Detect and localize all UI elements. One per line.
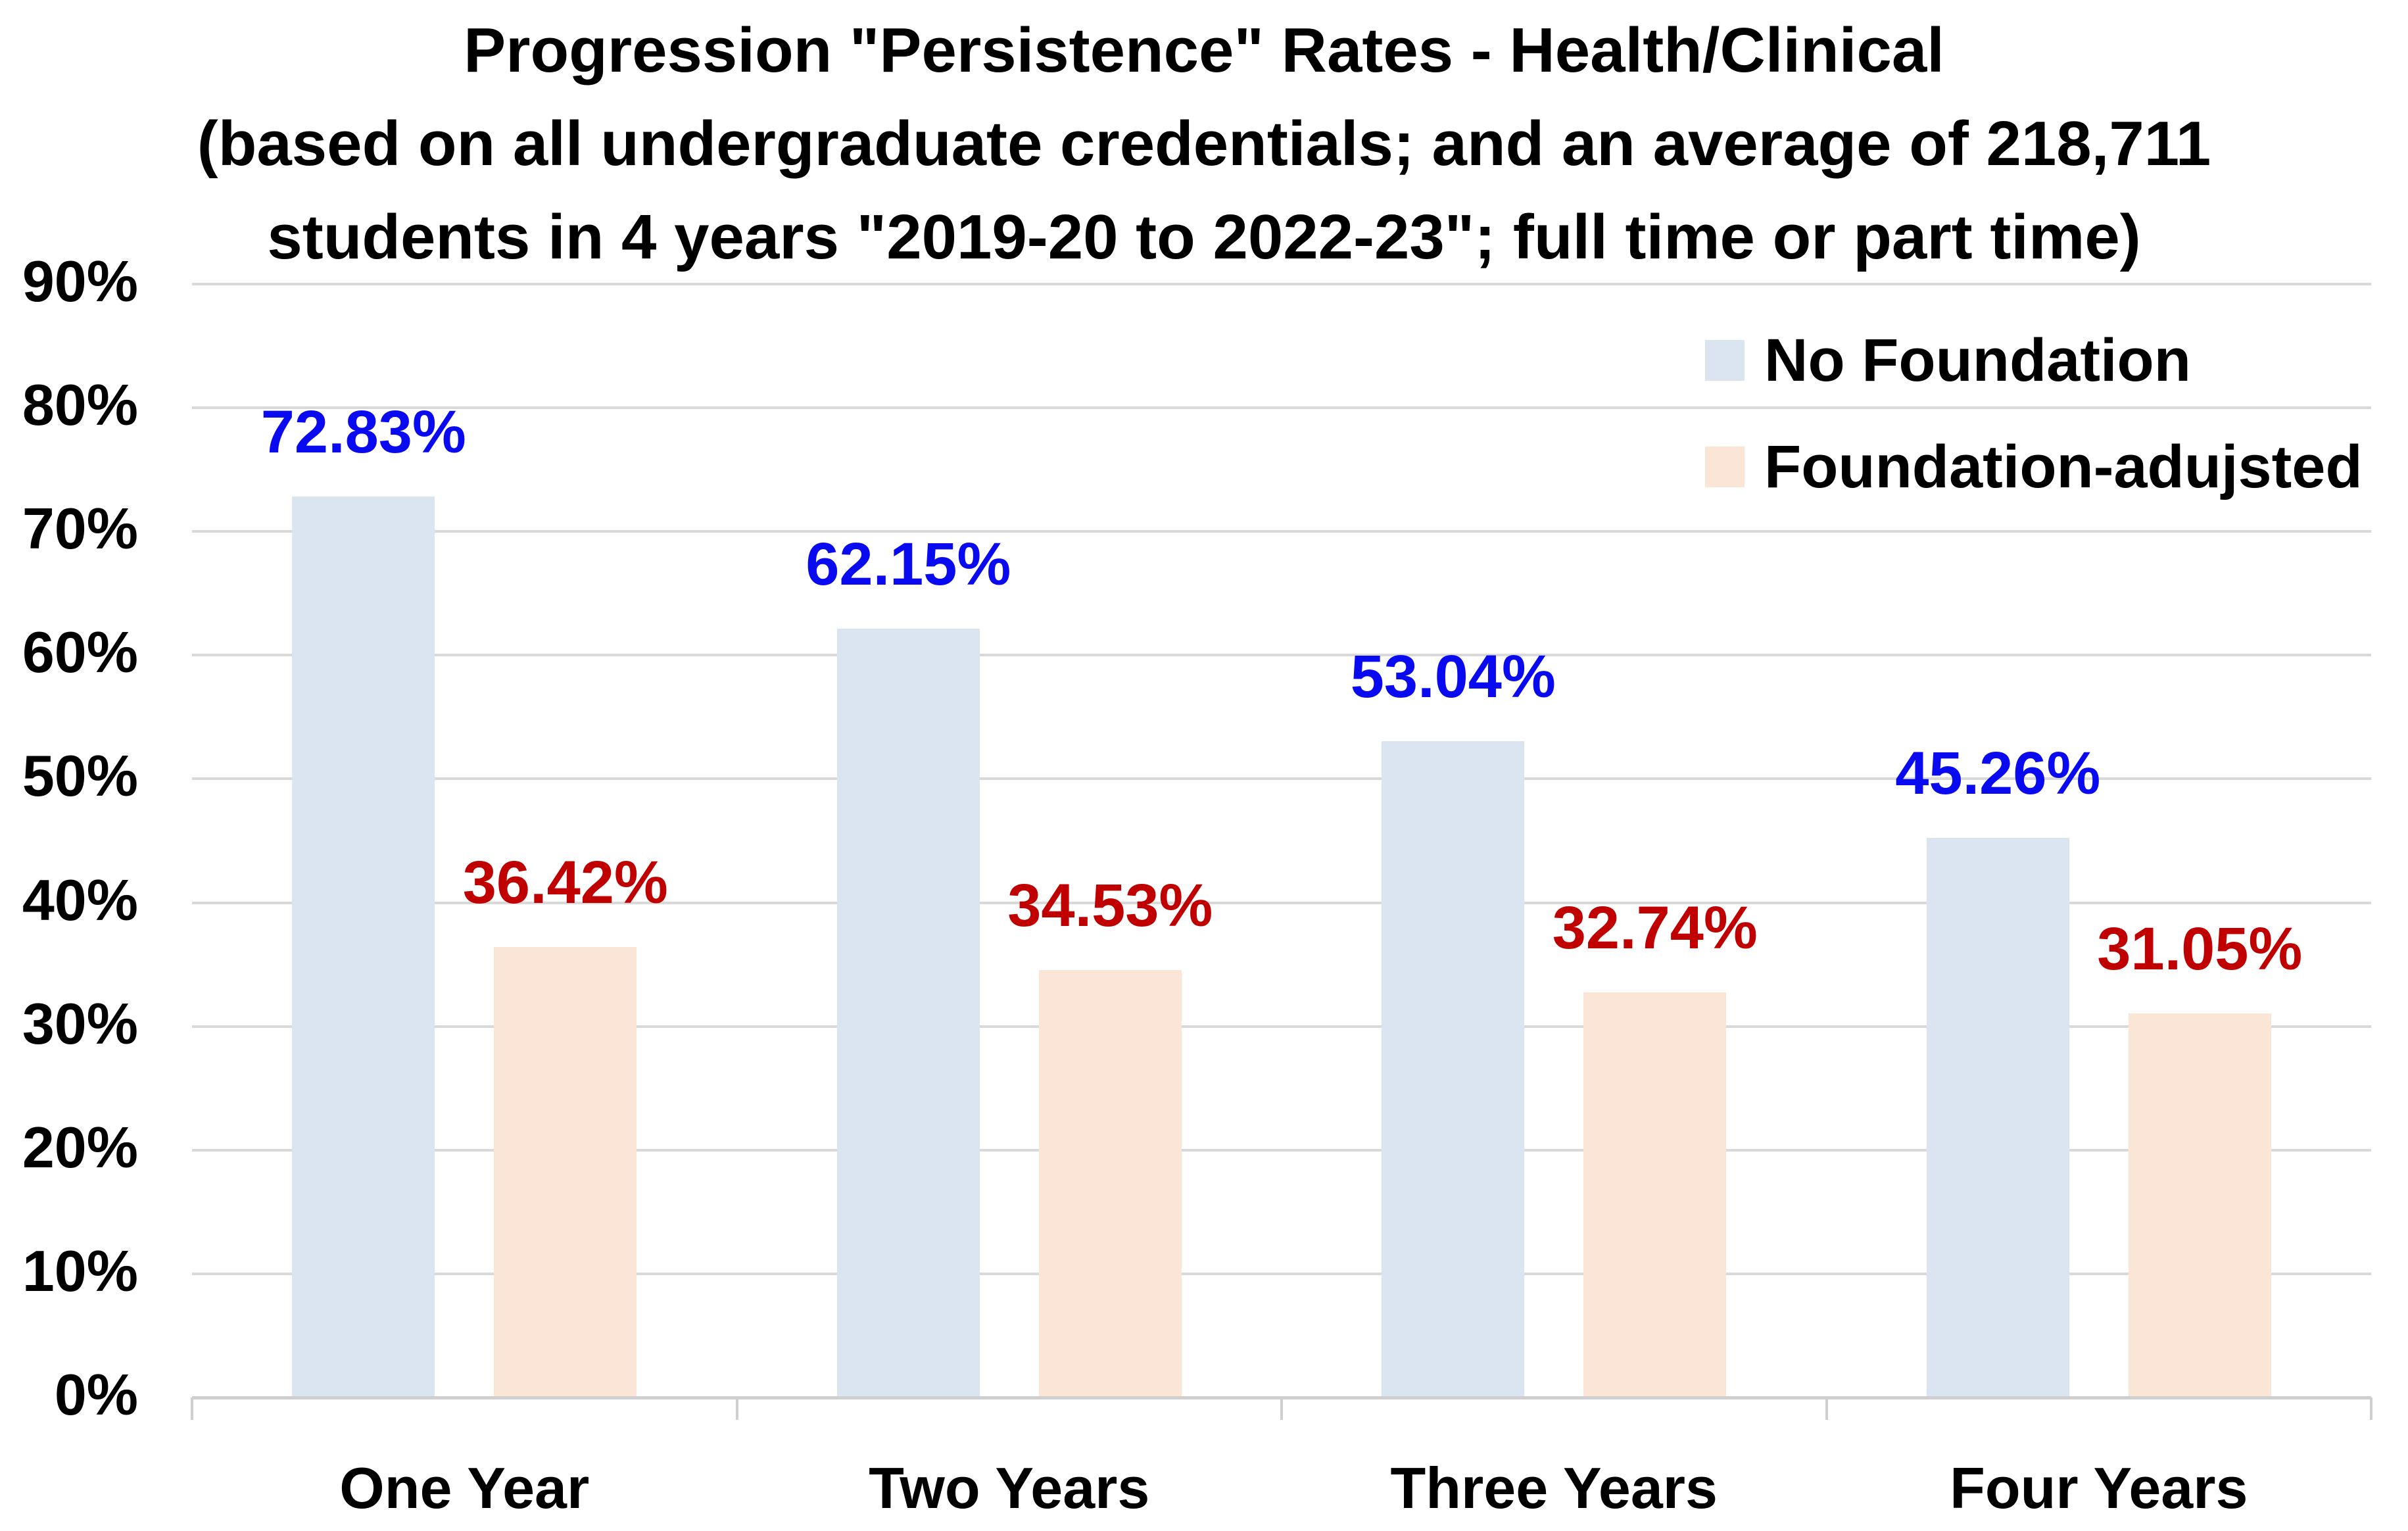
legend-label-no-foundation: No Foundation (1764, 327, 2191, 394)
legend-item-foundation-adjusted: Foundation-adujsted (1705, 435, 2363, 498)
y-tick-label-40: 40% (22, 867, 138, 933)
bar-no-foundation-two-years (836, 628, 980, 1397)
chart-title-line-2: (based on all undergraduate credentials;… (197, 109, 2211, 179)
legend-label-foundation-adjusted: Foundation-adujsted (1764, 433, 2363, 500)
y-tick-label-90: 90% (22, 248, 138, 314)
legend: No Foundation Foundation-adujsted (1705, 329, 2363, 542)
x-category-label-one-year: One Year (339, 1455, 590, 1520)
x-category-label-two-years: Two Years (869, 1455, 1150, 1520)
legend-swatch-foundation-adjusted (1705, 447, 1745, 487)
gridline-70 (192, 530, 2371, 533)
gridline-40 (192, 901, 2371, 904)
gridline-60 (192, 654, 2371, 657)
x-category-label-three-years: Three Years (1390, 1455, 1718, 1520)
x-axis-tick-1 (735, 1397, 738, 1420)
value-label-two-years-series-0: 62.15% (806, 530, 1011, 598)
gridline-10 (192, 1272, 2371, 1275)
y-tick-label-50: 50% (22, 743, 138, 809)
x-axis-tick-3 (1825, 1397, 1828, 1420)
value-label-one-year-series-0: 72.83% (260, 399, 466, 466)
gridline-30 (192, 1025, 2371, 1028)
gridline-50 (192, 777, 2371, 781)
chart-title-line-3: students in 4 years "2019-20 to 2022-23"… (267, 202, 2141, 272)
x-category-label-four-years: Four Years (1950, 1455, 2248, 1520)
x-axis-tick-4 (2370, 1397, 2372, 1420)
y-tick-label-20: 20% (22, 1114, 138, 1180)
gridline-80 (192, 406, 2371, 410)
y-tick-label-70: 70% (22, 496, 138, 562)
gridline-90 (192, 283, 2371, 285)
y-tick-label-0: 0% (54, 1361, 138, 1427)
y-tick-label-10: 10% (22, 1238, 138, 1303)
bar-foundation-adujsted-two-years (1038, 970, 1182, 1397)
bar-no-foundation-four-years (1926, 837, 2069, 1397)
value-label-two-years-series-1: 34.53% (1007, 872, 1213, 940)
bar-no-foundation-one-year (292, 496, 435, 1397)
y-tick-label-80: 80% (22, 372, 138, 438)
value-label-three-years-series-0: 53.04% (1350, 643, 1556, 711)
chart-title: Progression "Persistence" Rates - Health… (0, 4, 2408, 284)
bar-foundation-adujsted-four-years (2128, 1013, 2271, 1397)
y-tick-label-60: 60% (22, 620, 138, 685)
gridline-20 (192, 1148, 2371, 1152)
bar-no-foundation-three-years (1382, 741, 1525, 1397)
bar-foundation-adujsted-one-year (494, 946, 637, 1397)
value-label-four-years-series-0: 45.26% (1895, 739, 2101, 807)
chart-title-line-1: Progression "Persistence" Rates - Health… (464, 15, 1944, 85)
x-axis-tick-0 (191, 1397, 193, 1420)
legend-item-no-foundation: No Foundation (1705, 329, 2363, 392)
y-tick-label-30: 30% (22, 990, 138, 1056)
legend-swatch-no-foundation (1705, 340, 1745, 381)
bar-foundation-adujsted-three-years (1583, 992, 1727, 1397)
value-label-four-years-series-1: 31.05% (2097, 915, 2303, 983)
value-label-three-years-series-1: 32.74% (1552, 894, 1758, 962)
value-label-one-year-series-1: 36.42% (462, 848, 668, 916)
x-axis-tick-2 (1280, 1397, 1283, 1420)
